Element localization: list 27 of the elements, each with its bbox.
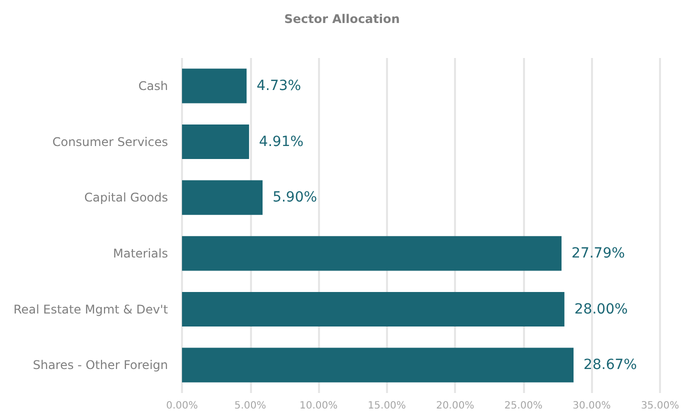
chart-title: Sector Allocation: [284, 12, 400, 26]
data-label: 4.91%: [259, 134, 304, 150]
bar: [182, 124, 250, 160]
data-label: 5.90%: [272, 190, 318, 206]
y-tick-label: Real Estate Mgmt & Dev't: [13, 302, 168, 316]
x-tick-label: 10.00%: [300, 400, 338, 412]
y-tick-label: Cash: [138, 78, 168, 93]
y-tick-label: Materials: [112, 246, 168, 260]
data-label: 28.00%: [574, 301, 628, 318]
x-tick-label: 35.00%: [640, 400, 680, 412]
x-tick-label: 15.00%: [368, 400, 406, 412]
data-label: 28.67%: [584, 357, 637, 374]
bar: [182, 236, 562, 271]
x-tick-label: 25.00%: [504, 400, 542, 412]
bar: [182, 68, 247, 104]
x-tick-label: 20.00%: [436, 400, 474, 412]
data-label: 4.73%: [256, 78, 302, 94]
bar: [182, 292, 564, 327]
bar: [182, 180, 263, 215]
y-tick-label: Shares - Other Foreign: [32, 358, 168, 372]
bar: [182, 348, 574, 382]
data-label: 27.79%: [572, 245, 625, 262]
y-tick-label: Capital Goods: [84, 190, 168, 205]
x-tick-label: 5.00%: [234, 400, 266, 412]
y-tick-label: Consumer Services: [52, 134, 168, 149]
x-tick-label: 0.00%: [166, 400, 198, 412]
x-tick-label: 30.00%: [572, 400, 611, 412]
